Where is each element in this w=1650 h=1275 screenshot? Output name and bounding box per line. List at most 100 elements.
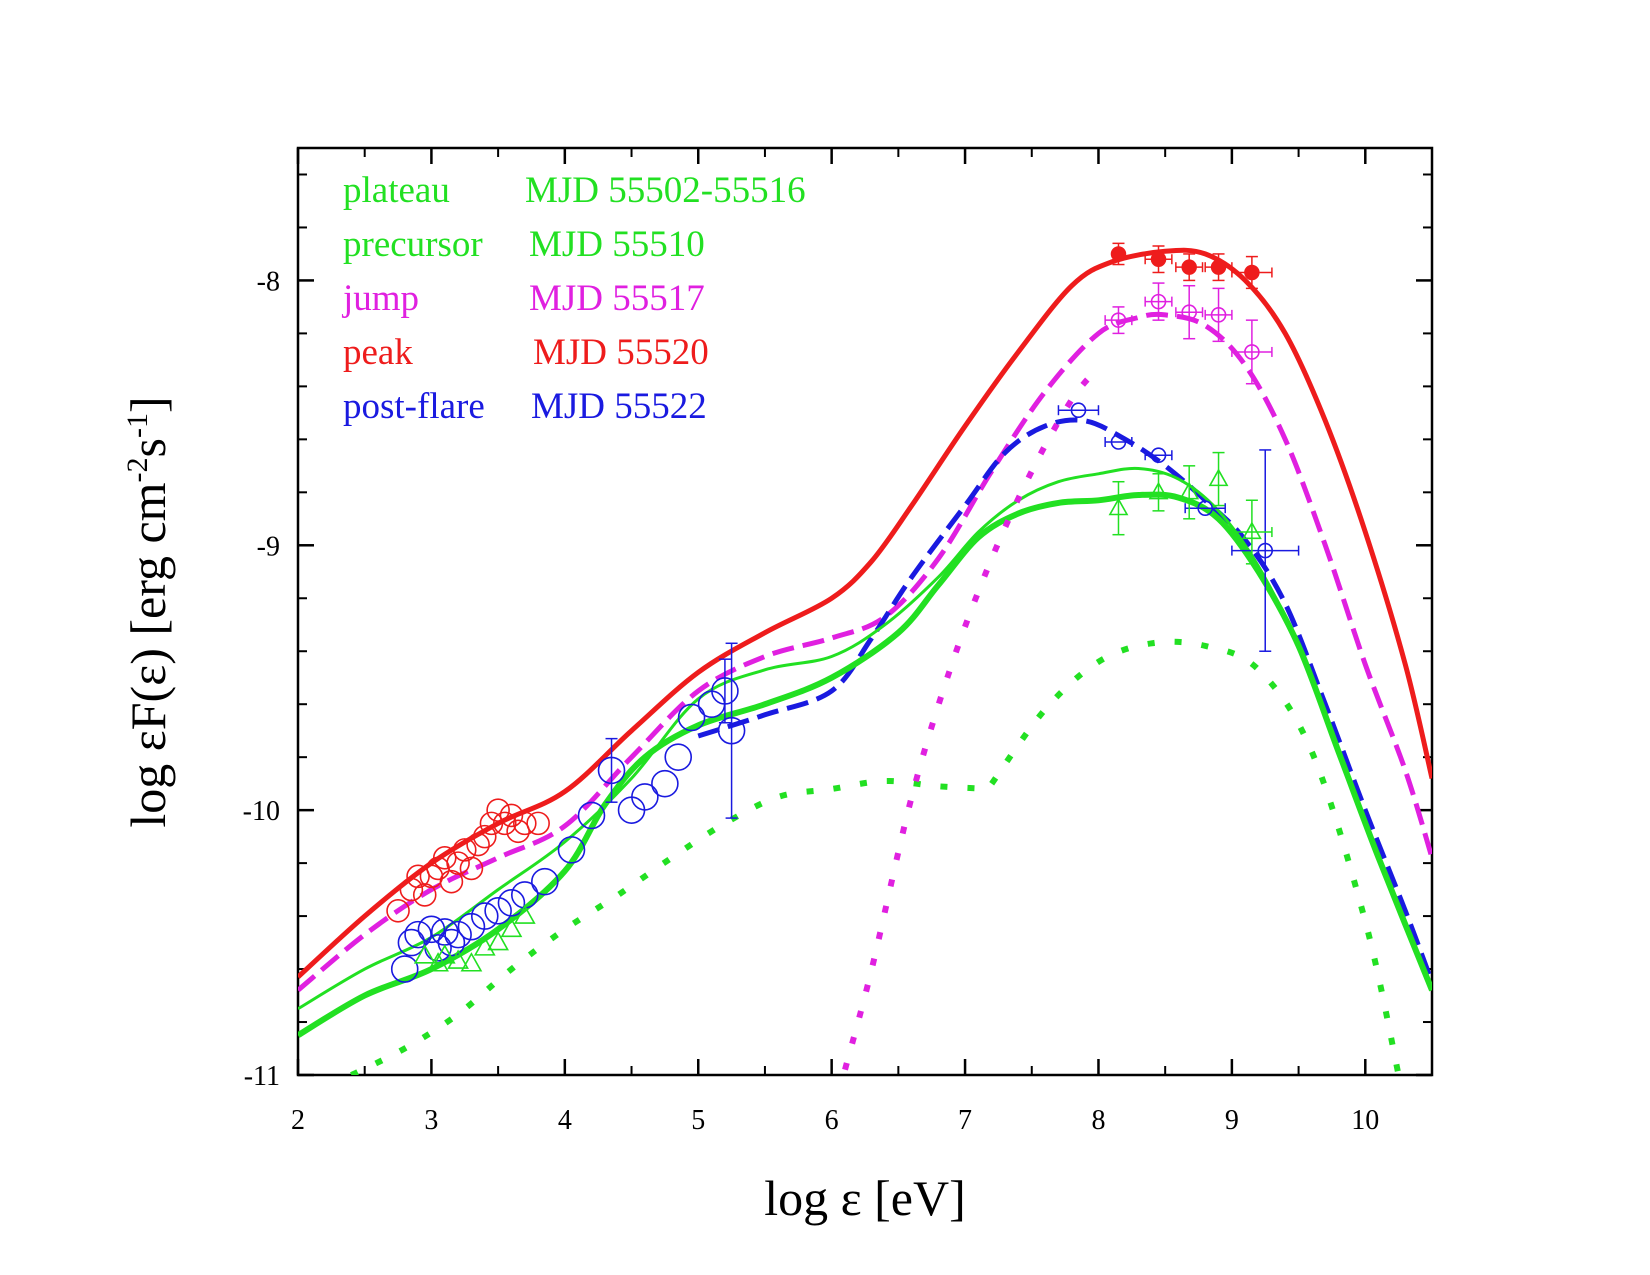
y-axis-title-exp2: -1 xyxy=(121,413,154,438)
data-point-post-flare-x-ray-uv xyxy=(470,902,499,930)
data-point-post-flare-sed-fermi-errorbar xyxy=(1104,436,1133,447)
data-point-post-flare-sed-fermi xyxy=(1257,542,1274,559)
model-curve-plateau-ic-component-green-dotted xyxy=(989,638,1402,1075)
x-tick-label: 4 xyxy=(558,1105,572,1136)
legend: plateau MJD 55502-55516 precursor MJD 55… xyxy=(341,170,806,427)
legend-period-precursor: MJD 55510 xyxy=(529,224,705,265)
data-point-peak-x-ray-uv xyxy=(466,832,490,857)
x-tick-label: 9 xyxy=(1225,1105,1239,1136)
data-point-precursor-sed-fermi-errorbar xyxy=(1231,499,1273,565)
legend-label-plateau: plateau xyxy=(343,170,450,211)
data-point-peak-sed xyxy=(1181,259,1197,275)
data-point-post-flare-sed-fermi-errorbar xyxy=(1144,450,1173,461)
data-point-post-flare-sed-fermi-errorbar xyxy=(1184,503,1226,514)
x-tick-label: 3 xyxy=(424,1105,438,1136)
data-point-precursor-x-ray xyxy=(447,949,469,969)
data-point-jump-sed-errorbar xyxy=(1204,287,1233,343)
data-point-precursor-x-ray xyxy=(433,944,456,964)
data-point-post-flare-sed-fermi-errorbar xyxy=(1231,449,1300,652)
legend-period-peak: MJD 55520 xyxy=(533,332,709,373)
data-point-precursor-x-ray xyxy=(487,930,509,951)
y-axis-title: log εF(ε) [erg cm-2s-1] xyxy=(120,396,176,827)
y-tick-label: -11 xyxy=(244,1061,280,1092)
data-point-precursor-x-ray xyxy=(460,952,483,972)
data-point-precursor-sed-fermi-errorbar xyxy=(1112,480,1125,536)
legend-label-peak: peak xyxy=(343,332,413,373)
legend-period-post-flare: MJD 55522 xyxy=(531,386,707,427)
legend-label-post-flare: post-flare xyxy=(343,386,485,427)
y-axis-title-exp1: -2 xyxy=(121,457,154,482)
data-point-post-flare-sed-fermi xyxy=(1150,447,1167,464)
data-point-post-flare-sed-fermi xyxy=(1070,402,1087,419)
plot-frame xyxy=(296,146,1434,1077)
x-tick-label: 6 xyxy=(825,1105,839,1136)
data-point-post-flare-x-ray-uv xyxy=(437,928,466,957)
data-point-peak-x-ray-uv xyxy=(486,798,510,822)
data-point-post-flare-x-ray-uv-errorbar xyxy=(725,642,738,819)
model-curve-plateau-model-green-thick xyxy=(298,491,1432,1038)
data-point-post-flare-x-ray-uv xyxy=(497,889,526,917)
model-curve-plateau-synchrotron-component-green-dotted xyxy=(350,777,992,1075)
data-point-precursor-sed-fermi-errorbar xyxy=(1183,465,1196,520)
data-point-peak-x-ray-uv xyxy=(386,898,410,923)
data-point-precursor-sed-fermi xyxy=(1179,481,1200,500)
data-point-peak-x-ray-uv xyxy=(472,824,497,849)
data-point-post-flare-x-ray-uv xyxy=(397,928,426,957)
data-point-peak-x-ray-uv xyxy=(399,877,424,902)
data-points xyxy=(386,242,1300,983)
data-point-peak-x-ray-uv xyxy=(506,819,530,844)
y-tick-label: -10 xyxy=(243,796,280,827)
data-point-post-flare-x-ray-uv xyxy=(444,920,472,949)
data-point-post-flare-x-ray-uv xyxy=(577,801,606,830)
data-point-peak-x-ray-uv xyxy=(512,811,537,836)
data-point-precursor-sed-fermi xyxy=(1148,481,1169,500)
model-curves xyxy=(298,247,1432,1075)
data-point-post-flare-x-ray-uv xyxy=(404,920,432,949)
data-point-peak-x-ray-uv xyxy=(526,811,550,836)
data-point-post-flare-x-ray-uv xyxy=(597,756,626,785)
legend-label-jump: jump xyxy=(341,278,419,319)
data-point-peak-x-ray-uv xyxy=(406,864,430,889)
data-point-post-flare-x-ray-uv xyxy=(651,769,679,798)
y-axis-title-mid: s xyxy=(120,438,176,457)
data-point-peak-x-ray-uv xyxy=(492,811,517,836)
y-tick-label: -8 xyxy=(257,266,280,297)
data-point-precursor-sed-fermi xyxy=(1208,468,1229,487)
x-tick-label: 8 xyxy=(1091,1105,1105,1136)
x-tick-label: 2 xyxy=(291,1105,305,1136)
data-point-precursor-x-ray xyxy=(500,917,523,938)
data-point-post-flare-x-ray-uv xyxy=(664,743,693,771)
model-curve-jump-ic-component-magenta-dotted xyxy=(842,365,1101,1071)
data-point-peak-sed xyxy=(1244,264,1260,281)
data-point-post-flare-x-ray-uv xyxy=(390,955,419,983)
data-point-jump-sed-errorbar xyxy=(1144,282,1173,321)
data-point-jump-sed xyxy=(1110,312,1127,328)
data-point-post-flare-sed-fermi-errorbar xyxy=(1057,405,1100,416)
data-point-peak-sed xyxy=(1210,259,1227,275)
data-point-precursor-sed-fermi xyxy=(1108,497,1129,516)
y-axis-title-end: ] xyxy=(120,396,176,413)
legend-period-plateau: MJD 55502-55516 xyxy=(525,170,806,211)
data-point-post-flare-x-ray-uv xyxy=(531,867,559,896)
data-point-post-flare-x-ray-uv xyxy=(557,836,586,864)
data-point-peak-x-ray-uv xyxy=(439,869,464,894)
data-point-post-flare-x-ray-uv xyxy=(631,783,659,811)
x-tick-label: 5 xyxy=(691,1105,705,1136)
data-point-peak-x-ray-uv xyxy=(412,883,437,907)
x-tick-label: 7 xyxy=(958,1105,972,1136)
data-point-peak-x-ray-uv xyxy=(452,838,477,862)
data-point-precursor-x-ray xyxy=(513,904,536,924)
data-point-precursor-sed-fermi-errorbar xyxy=(1212,451,1225,507)
data-point-post-flare-sed-fermi xyxy=(1197,500,1213,517)
data-point-precursor-sed-fermi-errorbar xyxy=(1152,473,1165,512)
data-point-jump-sed-errorbar xyxy=(1231,319,1273,385)
data-point-post-flare-x-ray-uv xyxy=(717,716,746,745)
data-point-peak-sed xyxy=(1150,251,1167,267)
data-point-peak-sed-errorbar xyxy=(1204,253,1233,282)
data-point-peak-x-ray-uv xyxy=(432,846,457,870)
data-point-jump-sed-errorbar xyxy=(1175,284,1204,340)
model-curve-post-flare-model-blue-dashed xyxy=(697,417,1432,984)
data-point-jump-sed xyxy=(1210,307,1227,323)
model-curve-peak-model-red-solid xyxy=(298,247,1432,979)
